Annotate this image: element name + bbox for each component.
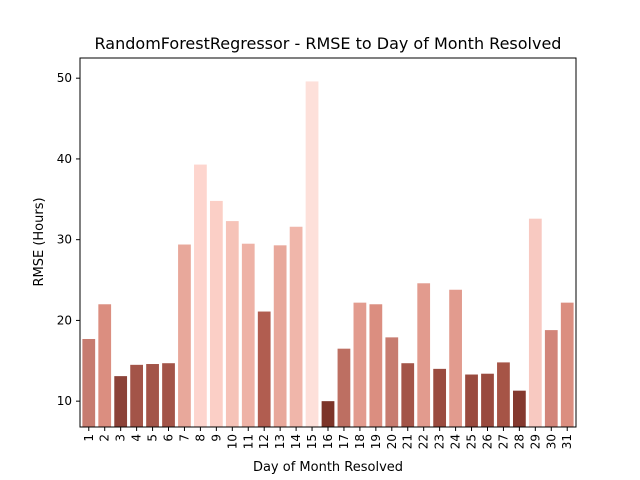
bar-day-5	[146, 364, 159, 427]
x-tick-label: 24	[449, 434, 463, 449]
bar-day-29	[528, 218, 542, 427]
y-axis-label: RMSE (Hours)	[32, 197, 47, 286]
bar-day-25	[465, 374, 478, 427]
bar-day-17	[337, 348, 351, 427]
bar-day-16	[321, 401, 335, 427]
x-tick-label: 1	[82, 434, 96, 442]
bar-day-21	[401, 363, 415, 427]
bar-day-28	[513, 390, 526, 427]
y-tick-label: 40	[57, 152, 72, 166]
x-tick-label: 26	[480, 434, 494, 449]
x-tick-label: 9	[209, 434, 223, 442]
bar-day-6	[162, 363, 175, 427]
bar-day-8	[194, 164, 207, 427]
bar-day-7	[178, 244, 191, 427]
x-tick-label: 3	[114, 434, 128, 442]
x-tick-label: 17	[337, 434, 351, 449]
bar-day-2	[98, 304, 112, 427]
bar-day-20	[385, 337, 399, 427]
x-tick-label: 4	[130, 434, 144, 442]
bar-day-22	[417, 283, 431, 427]
bar-day-24	[449, 289, 462, 427]
x-tick-label: 14	[289, 434, 303, 449]
x-tick-label: 10	[225, 434, 239, 449]
x-tick-label: 15	[305, 434, 319, 449]
bar-day-12	[257, 311, 271, 427]
bar-day-14	[289, 226, 303, 427]
bar-day-31	[560, 302, 574, 427]
x-tick-label: 29	[528, 434, 542, 449]
x-tick-label: 22	[417, 434, 431, 449]
bar-day-11	[241, 243, 255, 427]
y-tick-label: 20	[57, 313, 72, 327]
bar-day-26	[481, 373, 494, 427]
x-tick-label: 6	[162, 434, 176, 442]
y-axis: 10 20 30 40 50	[57, 71, 80, 408]
y-tick-label: 30	[57, 233, 72, 247]
x-axis: 1 2 3 4 5 6 7 8 9 10 11 12 13 14 15 16 17 18 19 20 21 22 23 24 2…	[82, 427, 574, 449]
x-tick-label: 23	[433, 434, 447, 449]
x-axis-label: Day of Month Resolved	[253, 460, 403, 475]
bar-day-1	[82, 338, 96, 427]
bar-day-23	[433, 368, 447, 427]
bar-day-9	[209, 200, 223, 427]
x-tick-label: 16	[321, 434, 335, 449]
x-tick-label: 25	[465, 434, 479, 449]
bar-day-27	[497, 362, 510, 427]
bar-day-15	[305, 81, 319, 428]
x-tick-label: 21	[401, 434, 415, 449]
x-tick-label: 7	[177, 434, 191, 442]
x-tick-label: 11	[241, 434, 255, 449]
bar-day-10	[225, 221, 239, 427]
x-tick-label: 8	[193, 434, 207, 442]
y-tick-label: 50	[57, 71, 72, 85]
x-tick-label: 20	[385, 434, 399, 449]
x-tick-label: 5	[146, 434, 160, 442]
chart-title: RandomForestRegressor - RMSE to Day of M…	[95, 34, 562, 53]
x-tick-label: 27	[496, 434, 510, 449]
x-tick-label: 30	[544, 434, 558, 449]
x-tick-label: 12	[257, 434, 271, 449]
bar-day-19	[369, 304, 383, 427]
y-tick-label: 10	[57, 394, 72, 408]
bar-day-4	[130, 364, 143, 427]
bar-day-18	[353, 302, 367, 427]
x-tick-label: 13	[273, 434, 287, 449]
bar-day-13	[273, 245, 287, 427]
bars-group	[82, 81, 574, 428]
bar-day-30	[544, 330, 558, 427]
x-tick-label: 18	[353, 434, 367, 449]
x-tick-label: 31	[560, 434, 574, 449]
x-tick-label: 19	[369, 434, 383, 449]
plot-area-frame	[79, 57, 577, 428]
x-tick-label: 2	[98, 434, 112, 442]
bar-day-3	[114, 376, 128, 427]
x-tick-label: 28	[512, 434, 526, 449]
